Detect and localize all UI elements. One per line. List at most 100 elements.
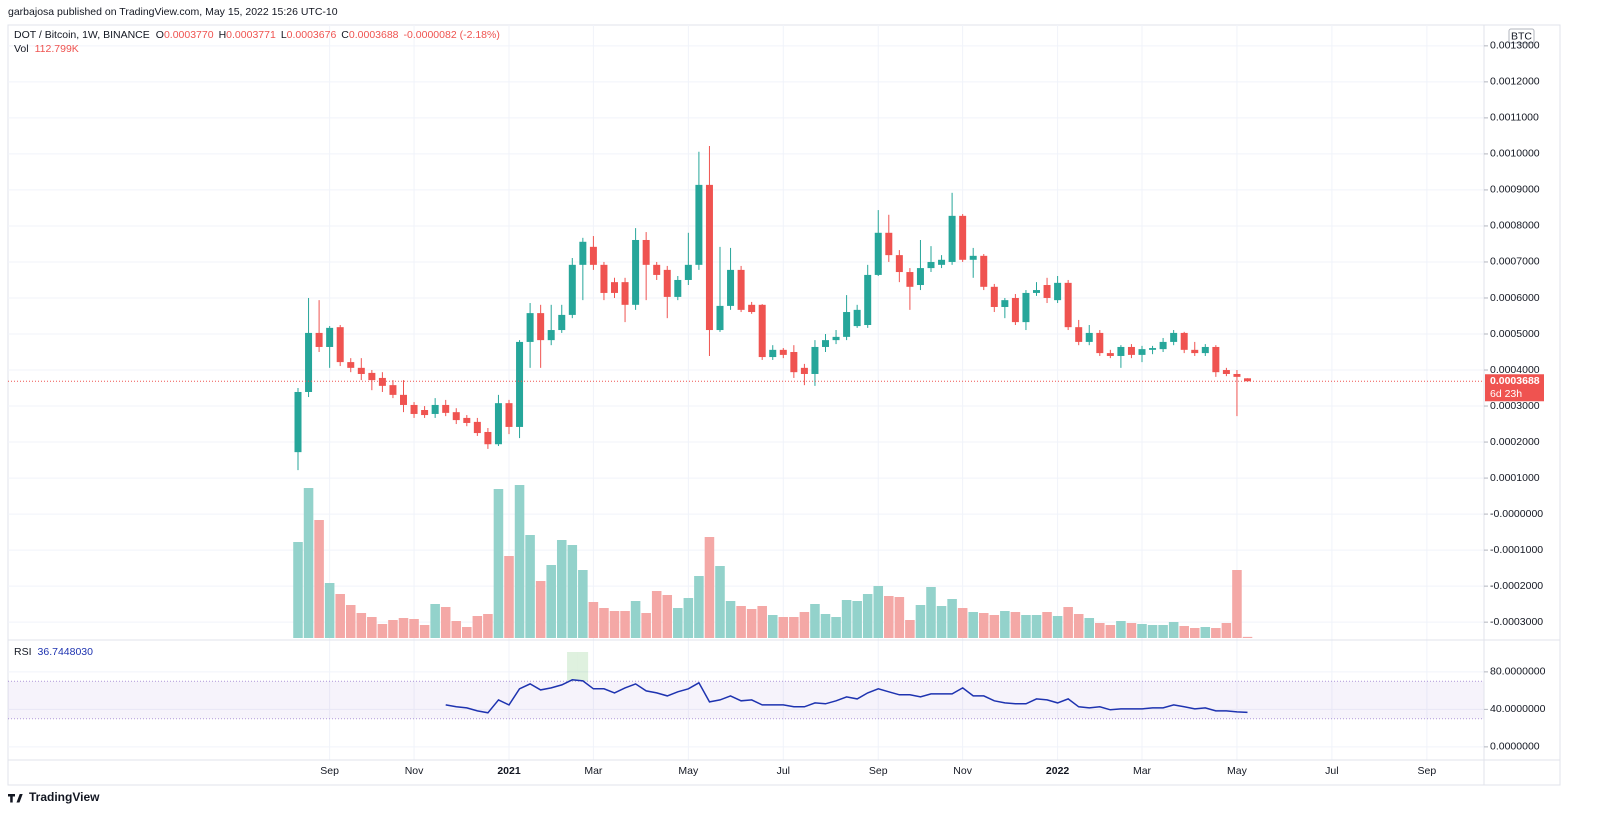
- volume-bar: [1137, 624, 1147, 638]
- candle-body: [431, 404, 439, 414]
- status-value: 0.0003771: [226, 29, 276, 41]
- y-tick-label: 0.0004000: [1490, 364, 1540, 376]
- volume-bar: [757, 606, 767, 638]
- volume-bar: [852, 601, 862, 638]
- y-tick-label: 0.0010000: [1490, 148, 1540, 160]
- status-key: L: [281, 29, 287, 41]
- volume-bar: [915, 605, 926, 638]
- volume-bar: [1031, 615, 1042, 638]
- y-tick-label: 0.0005000: [1490, 328, 1540, 340]
- volume-bar: [599, 608, 609, 638]
- x-tick-label: Sep: [320, 765, 339, 777]
- volume-bar: [746, 609, 757, 638]
- candle-body: [748, 304, 756, 313]
- status-line: DOT / Bitcoin, 1W, BINANCE O0.0003770 H0.0…: [14, 29, 500, 41]
- volume-bar: [1189, 628, 1200, 638]
- candle-body: [832, 336, 840, 341]
- candle-body: [1244, 378, 1251, 382]
- volume-bar: [1042, 612, 1052, 638]
- candle-body: [885, 232, 893, 256]
- candle-body: [537, 313, 545, 341]
- overbought-highlight: [577, 652, 589, 682]
- volume-bar: [831, 617, 841, 638]
- candle-body: [727, 269, 735, 306]
- volume-bar: [345, 605, 356, 638]
- x-tick-label: Nov: [953, 765, 972, 777]
- volume-bar: [862, 594, 873, 638]
- brand: TradingView: [29, 790, 100, 804]
- candle-body: [473, 421, 481, 434]
- candle-body: [357, 367, 365, 374]
- candle-body: [769, 349, 777, 358]
- candle-body: [1138, 349, 1146, 355]
- volume-bar: [1010, 612, 1021, 638]
- candle-body: [874, 232, 882, 275]
- candle-body: [916, 268, 924, 286]
- candle-body: [315, 332, 323, 347]
- volume-bar: [662, 595, 673, 638]
- candle-body: [800, 367, 808, 374]
- volume-bar: [472, 616, 483, 638]
- candle-body: [1191, 349, 1199, 354]
- candle-body: [895, 255, 903, 273]
- volume-bar: [314, 520, 324, 638]
- volume-bar: [462, 627, 472, 638]
- volume-bar: [1063, 607, 1073, 638]
- volume-bar: [673, 608, 683, 638]
- volume-bar: [989, 615, 1000, 638]
- candle-body: [378, 377, 386, 386]
- volume-bar: [588, 602, 599, 638]
- x-tick-label: May: [678, 765, 699, 777]
- candle-body: [1201, 346, 1209, 354]
- status-change: -0.0000082 (-2.18%): [404, 29, 500, 41]
- y-tick-label: 0.0009000: [1490, 184, 1540, 196]
- candle-body: [1096, 332, 1104, 354]
- volume-bar: [694, 576, 704, 638]
- chart-frame: [7, 24, 1561, 786]
- candle-body: [705, 184, 713, 331]
- y-tick-label: 0.0007000: [1490, 256, 1540, 268]
- x-tick-label: 2022: [1046, 765, 1070, 777]
- volume-bar: [978, 613, 989, 638]
- candle-body: [980, 255, 988, 287]
- volume-bar: [630, 601, 641, 638]
- volume-bar: [873, 586, 884, 638]
- volume-bar: [620, 611, 630, 638]
- candle-body: [927, 261, 935, 269]
- volume-bar: [1105, 625, 1116, 638]
- candle-body: [948, 215, 956, 262]
- candle-body: [969, 255, 977, 260]
- candle-body: [1001, 300, 1009, 307]
- x-tick-label: 2021: [497, 765, 521, 777]
- candle-body: [1233, 373, 1241, 377]
- candle-body: [674, 279, 682, 297]
- candle-body: [368, 372, 376, 381]
- volume-bar: [324, 583, 335, 638]
- candle-body: [494, 403, 502, 445]
- candle-body: [1011, 297, 1019, 323]
- candle-body: [484, 431, 492, 445]
- volume-bar: [736, 606, 746, 638]
- currency-badge: [1508, 28, 1535, 44]
- volume-bar: [1242, 636, 1253, 638]
- volume-bar: [609, 611, 620, 638]
- y-tick-label: -0.0000000: [1490, 508, 1543, 520]
- volume-bar: [367, 617, 377, 638]
- volume-bar: [303, 488, 314, 638]
- candle-body: [568, 264, 576, 315]
- x-tick-label: Sep: [1418, 765, 1437, 777]
- volume-bar: [578, 570, 588, 638]
- status-key: H: [219, 29, 227, 41]
- candle-body: [389, 385, 397, 395]
- x-tick-label: Nov: [405, 765, 424, 777]
- volume-bar: [1158, 625, 1168, 638]
- candle-body: [653, 264, 661, 275]
- volume-bar: [926, 587, 936, 638]
- candle-body: [463, 417, 471, 423]
- volume-bar: [1147, 625, 1158, 638]
- status-key: C: [341, 29, 349, 41]
- volume-bar: [767, 615, 778, 638]
- candle-body: [347, 362, 355, 368]
- logo-icon: [8, 794, 23, 803]
- rsi-status: RSI 36.7448030: [14, 646, 93, 658]
